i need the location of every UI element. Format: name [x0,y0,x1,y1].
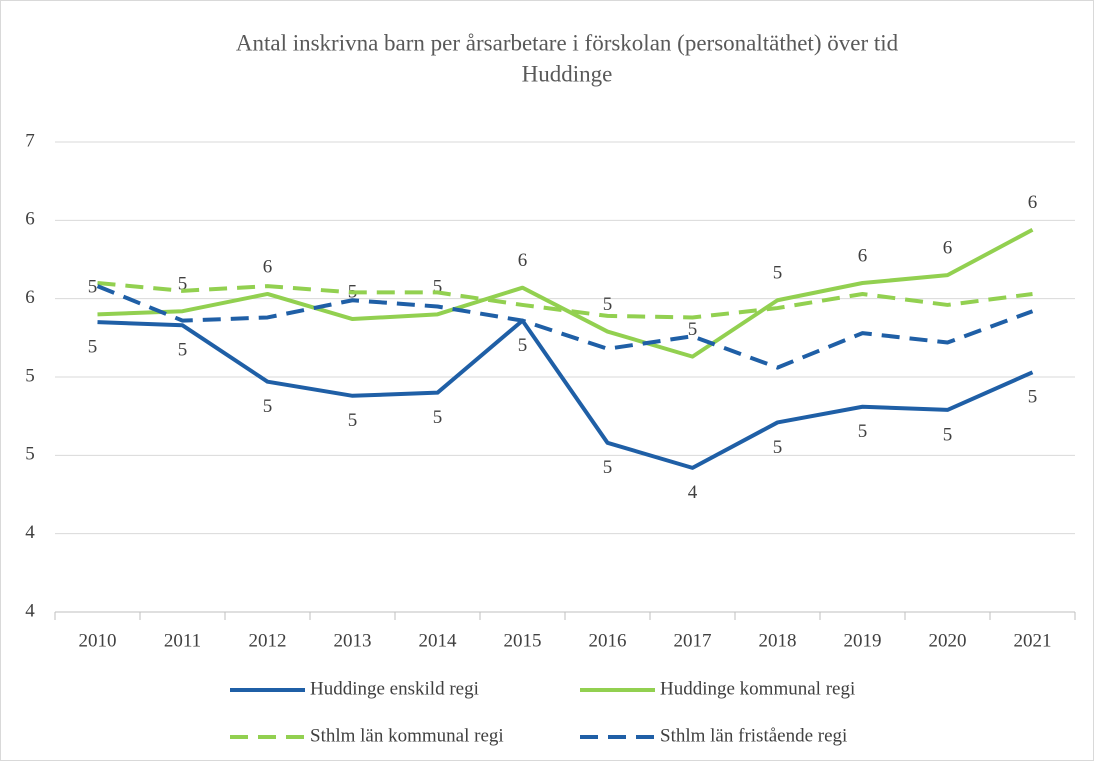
legend-label: Huddinge enskild regi [310,678,479,699]
data-label: 5 [433,407,443,428]
x-tick-label: 2011 [164,630,201,651]
legend-label: Sthlm län fristående regi [660,725,847,746]
data-label: 6 [858,245,868,266]
line-series [97,281,1033,320]
y-tick-label: 6 [25,209,35,230]
data-label: 4 [688,482,698,503]
data-label: 5 [773,437,783,458]
data-label: 5 [688,319,698,340]
y-tick-label: 5 [25,444,35,465]
data-label: 5 [88,337,98,358]
data-label: 6 [943,238,953,259]
data-label: 5 [773,263,783,284]
data-label: 6 [1028,192,1038,213]
data-label: 5 [943,424,953,445]
x-tick-label: 2012 [249,630,287,651]
x-tick-label: 2021 [1014,630,1052,651]
x-tick-label: 2014 [419,630,458,651]
x-tick-label: 2010 [79,630,117,651]
data-label: 5 [178,274,188,295]
data-label: 6 [518,250,528,271]
x-tick-label: 2018 [759,630,797,651]
line-series [96,284,1034,370]
chart-subtitle: Huddinge [522,61,613,86]
data-label: 5 [178,340,188,361]
x-tick-label: 2016 [589,630,627,651]
x-tick-label: 2015 [504,630,542,651]
data-label: 5 [1028,387,1038,408]
data-label: 5 [518,335,528,356]
y-tick-label: 4 [25,522,35,543]
data-label: 5 [88,277,98,298]
x-tick-label: 2013 [334,630,372,651]
legend-label: Huddinge kommunal regi [660,678,855,699]
data-label: 5 [263,396,273,417]
y-tick-label: 6 [25,287,35,308]
x-tick-label: 2017 [674,630,712,651]
y-tick-label: 7 [25,130,35,151]
data-label: 5 [603,457,613,478]
chart-title: Antal inskrivna barn per årsarbetare i f… [236,30,899,55]
legend-label: Sthlm län kommunal regi [310,725,504,746]
y-tick-label: 4 [25,600,35,621]
x-tick-label: 2019 [844,630,882,651]
line-series [97,227,1034,359]
data-label: 5 [348,410,358,431]
data-label: 5 [858,421,868,442]
data-label: 5 [603,294,613,315]
data-label: 6 [263,256,273,277]
line-series [97,318,1034,470]
y-tick-label: 5 [25,365,35,386]
data-label: 5 [433,277,443,298]
x-tick-label: 2020 [929,630,967,651]
